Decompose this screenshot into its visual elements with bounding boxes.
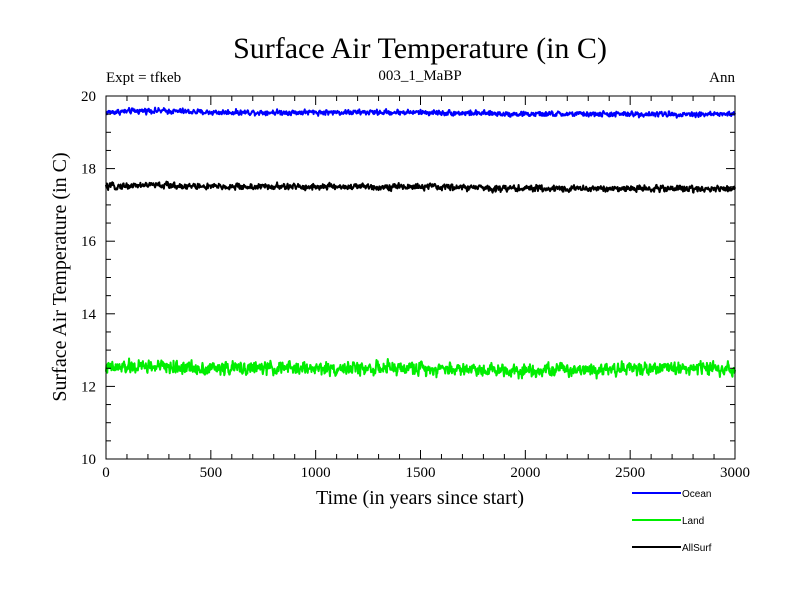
y-tick-label: 20 <box>81 89 96 105</box>
series-line-allsurf <box>105 180 736 194</box>
series-layer <box>105 106 736 380</box>
x-tick-label: 2500 <box>615 465 645 481</box>
expt-label: Expt = tfkeb <box>106 70 181 86</box>
season-label: Ann <box>709 70 735 86</box>
axes-layer: 0 500 1000 1500 2000 2500 3000 10 12 14 16 18 20 <box>81 89 750 481</box>
legend-label-allsurf: AllSurf <box>682 543 712 554</box>
legend-label-land: Land <box>682 516 704 527</box>
y-tick-label: 10 <box>81 452 96 468</box>
plot-frame <box>105 95 736 460</box>
x-tick-label: 2000 <box>510 465 540 481</box>
chart-title: Surface Air Temperature (in C) <box>233 32 607 65</box>
y-tick-label: 12 <box>81 379 96 395</box>
x-tick-label: 1000 <box>301 465 331 481</box>
x-tick-label: 3000 <box>720 465 750 481</box>
x-tick-label: 1500 <box>406 465 436 481</box>
x-tick-label: 500 <box>200 465 223 481</box>
series-line-land <box>105 357 736 380</box>
x-tick-label: 0 <box>102 465 110 481</box>
x-axis-label: Time (in years since start) <box>316 487 524 509</box>
run-label: 003_1_MaBP <box>378 68 461 84</box>
y-tick-label: 16 <box>81 234 97 250</box>
legend-label-ocean: Ocean <box>682 489 711 500</box>
y-tick-label: 18 <box>81 162 96 178</box>
y-axis-label: Surface Air Temperature (in C) <box>49 152 71 401</box>
series-line-ocean <box>105 106 736 119</box>
y-tick-label: 14 <box>81 307 97 323</box>
legend: Ocean Land AllSurf <box>632 489 712 554</box>
